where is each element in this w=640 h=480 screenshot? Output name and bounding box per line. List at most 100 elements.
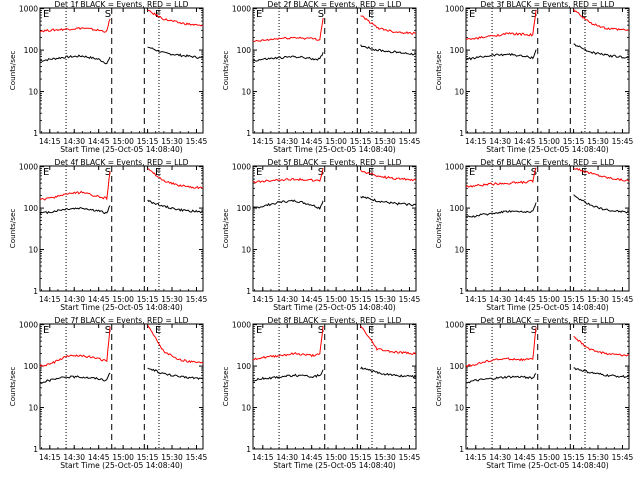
x-tick-label: 15:15 <box>350 453 372 462</box>
events-series-line <box>39 54 111 65</box>
x-tick-label: 14:30 <box>276 295 298 304</box>
marker-label: E <box>43 325 49 336</box>
x-tick-label: 15:15 <box>137 295 159 304</box>
marker-label: S <box>105 9 111 20</box>
x-tick-label: 14:15 <box>252 453 274 462</box>
y-axis-title: Counts/sec <box>221 367 230 407</box>
x-tick-label: 15:45 <box>399 295 421 304</box>
x-tick-label: 15:30 <box>161 295 183 304</box>
y-tick-label: 1 <box>33 129 38 138</box>
plot-frame <box>252 7 417 134</box>
marker-label: E <box>43 167 49 178</box>
y-tick-label: 1 <box>33 445 38 454</box>
y-axis-title: Counts/sec <box>8 209 17 249</box>
x-tick-label: 15:30 <box>374 453 396 462</box>
x-tick-label: 14:15 <box>39 295 61 304</box>
x-tick-label: 15:15 <box>350 295 372 304</box>
panel-title: Det 2f BLACK = Events, RED = LLD <box>268 0 402 9</box>
marker-label: E <box>256 325 262 336</box>
events-series-line <box>360 44 416 56</box>
y-tick-label: 100 <box>24 204 39 213</box>
panel-det-9: Det 9f BLACK = Events, RED = LLD 1 10 100 10… <box>434 316 634 470</box>
x-tick-label: 15:00 <box>538 295 560 304</box>
lld-series-line <box>573 8 630 31</box>
x-tick-label: 15:15 <box>350 137 372 146</box>
x-tick-label: 15:00 <box>538 453 560 462</box>
marker-label: E <box>43 9 49 20</box>
panel-det-1: Det 1f BLACK = Events, RED = LLD 1 10 100 10… <box>8 0 208 154</box>
x-tick-label: 14:15 <box>39 137 61 146</box>
panel-title: Det 5f BLACK = Events, RED = LLD <box>268 158 402 167</box>
events-series-line <box>147 367 204 380</box>
x-tick-label: 15:00 <box>112 295 134 304</box>
plot-frame <box>252 165 417 292</box>
panel-title: Det 9f BLACK = Events, RED = LLD <box>481 316 615 325</box>
x-tick-label: 15:00 <box>538 137 560 146</box>
x-tick-label: 14:30 <box>489 137 511 146</box>
y-axis-title: Counts/sec <box>434 51 443 91</box>
x-tick-label: 15:15 <box>563 295 585 304</box>
x-tick-label: 14:30 <box>276 137 298 146</box>
y-tick-label: 100 <box>237 204 252 213</box>
marker-label: E <box>368 9 374 20</box>
marker-label: E <box>581 9 587 20</box>
x-tick-label: 15:30 <box>374 295 396 304</box>
x-axis-title: Start Time (25-Oct-05 14:08:40) <box>273 145 396 154</box>
x-axis-title: Start Time (25-Oct-05 14:08:40) <box>60 461 183 470</box>
events-series-line <box>252 369 324 382</box>
marker-label: E <box>368 167 374 178</box>
x-tick-label: 15:45 <box>612 453 634 462</box>
x-tick-label: 15:45 <box>612 137 634 146</box>
y-axis-title: Counts/sec <box>434 209 443 249</box>
plot-frame <box>465 323 630 450</box>
lld-series-line <box>147 168 204 190</box>
panel-det-8: Det 8f BLACK = Events, RED = LLD 1 10 100 10… <box>221 316 421 470</box>
x-tick-label: 14:45 <box>514 137 536 146</box>
y-tick-label: 10 <box>28 246 38 255</box>
marker-label: E <box>155 167 161 178</box>
events-series-line <box>573 43 630 59</box>
y-tick-label: 1000 <box>232 321 251 330</box>
y-tick-label: 10 <box>454 404 464 413</box>
x-tick-label: 15:45 <box>612 295 634 304</box>
x-tick-label: 14:45 <box>88 137 110 146</box>
y-tick-label: 1000 <box>232 163 251 172</box>
plot-frame <box>465 165 630 292</box>
y-tick-label: 1 <box>459 129 464 138</box>
x-tick-label: 14:45 <box>88 453 110 462</box>
events-series-line <box>465 373 537 384</box>
lld-series-line <box>252 17 324 43</box>
y-tick-label: 1 <box>246 445 251 454</box>
x-tick-label: 14:15 <box>252 137 274 146</box>
panel-title: Det 3f BLACK = Events, RED = LLD <box>481 0 615 9</box>
y-tick-label: 1 <box>459 445 464 454</box>
y-tick-label: 10 <box>454 88 464 97</box>
y-tick-label: 100 <box>450 362 465 371</box>
x-tick-label: 15:30 <box>587 295 609 304</box>
y-tick-label: 1000 <box>445 321 464 330</box>
x-tick-label: 15:00 <box>325 295 347 304</box>
y-tick-label: 10 <box>28 88 38 97</box>
events-series-line <box>360 195 417 207</box>
lld-series-line <box>573 167 630 182</box>
x-tick-label: 15:00 <box>325 453 347 462</box>
x-axis-title: Start Time (25-Oct-05 14:08:40) <box>486 303 609 312</box>
lld-series-line <box>252 168 324 184</box>
y-tick-label: 1000 <box>19 5 38 14</box>
events-series-line <box>147 199 204 214</box>
events-series-line <box>573 367 630 379</box>
y-tick-label: 1 <box>33 287 38 296</box>
plot-frame <box>39 165 204 292</box>
plot-frame <box>252 323 417 450</box>
lld-series-line <box>253 325 324 361</box>
lld-series-line <box>39 18 111 33</box>
lld-series-line <box>465 327 537 368</box>
x-tick-label: 14:15 <box>465 295 487 304</box>
marker-label: S <box>318 325 324 336</box>
x-tick-label: 15:00 <box>112 137 134 146</box>
y-axis-title: Counts/sec <box>221 209 230 249</box>
marker-label: E <box>469 9 475 20</box>
lld-series-line <box>147 324 204 364</box>
panel-title: Det 8f BLACK = Events, RED = LLD <box>268 316 402 325</box>
plot-frame <box>39 323 204 450</box>
